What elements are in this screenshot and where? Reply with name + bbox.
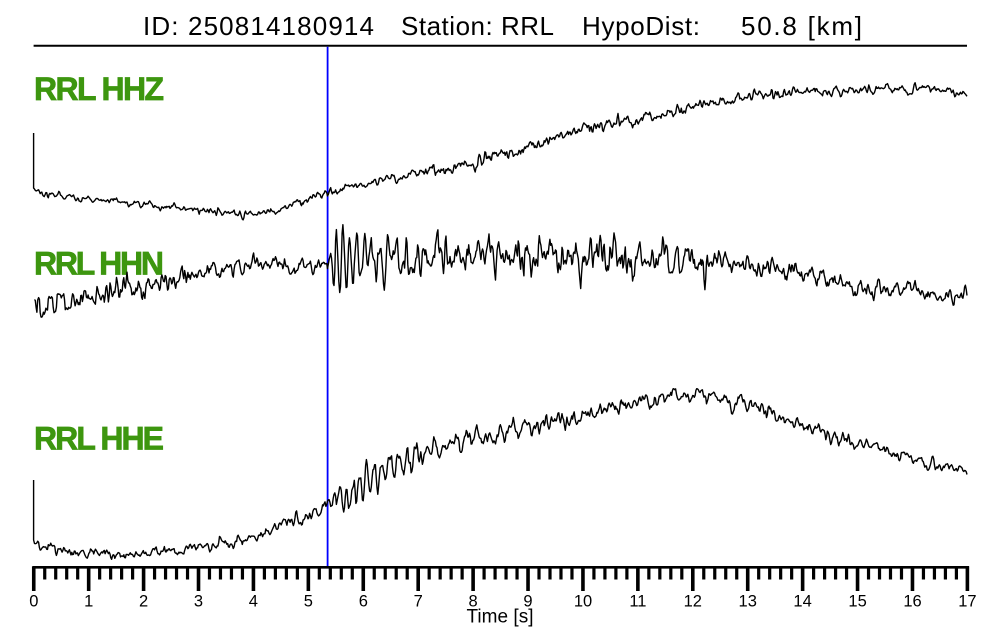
svg-text:HypoDist:: HypoDist: (582, 11, 700, 41)
svg-text:Station: RRL: Station: RRL (401, 11, 554, 41)
svg-text:9: 9 (523, 593, 532, 611)
svg-text:15: 15 (848, 593, 866, 611)
svg-text:ID: 250814180914: ID: 250814180914 (143, 11, 374, 41)
svg-text:50.8 [km]: 50.8 [km] (741, 11, 862, 41)
svg-text:2: 2 (139, 593, 148, 611)
svg-text:4: 4 (249, 593, 258, 611)
svg-text:6: 6 (359, 593, 368, 611)
svg-text:17: 17 (958, 593, 976, 611)
svg-text:11: 11 (629, 593, 646, 611)
svg-text:7: 7 (414, 593, 423, 611)
svg-text:Time [s]: Time [s] (467, 607, 534, 628)
svg-text:RRL HHN: RRL HHN (34, 246, 164, 282)
svg-text:16: 16 (903, 593, 921, 611)
svg-text:0: 0 (29, 593, 38, 611)
svg-text:13: 13 (739, 593, 757, 611)
svg-text:10: 10 (574, 593, 592, 611)
svg-text:RRL HHZ: RRL HHZ (34, 71, 164, 107)
svg-text:RRL HHE: RRL HHE (34, 421, 164, 457)
svg-text:5: 5 (304, 593, 313, 611)
svg-text:14: 14 (793, 593, 811, 611)
svg-text:1: 1 (84, 593, 93, 611)
svg-text:12: 12 (684, 593, 702, 611)
svg-text:8: 8 (469, 593, 478, 611)
svg-text:3: 3 (194, 593, 203, 611)
